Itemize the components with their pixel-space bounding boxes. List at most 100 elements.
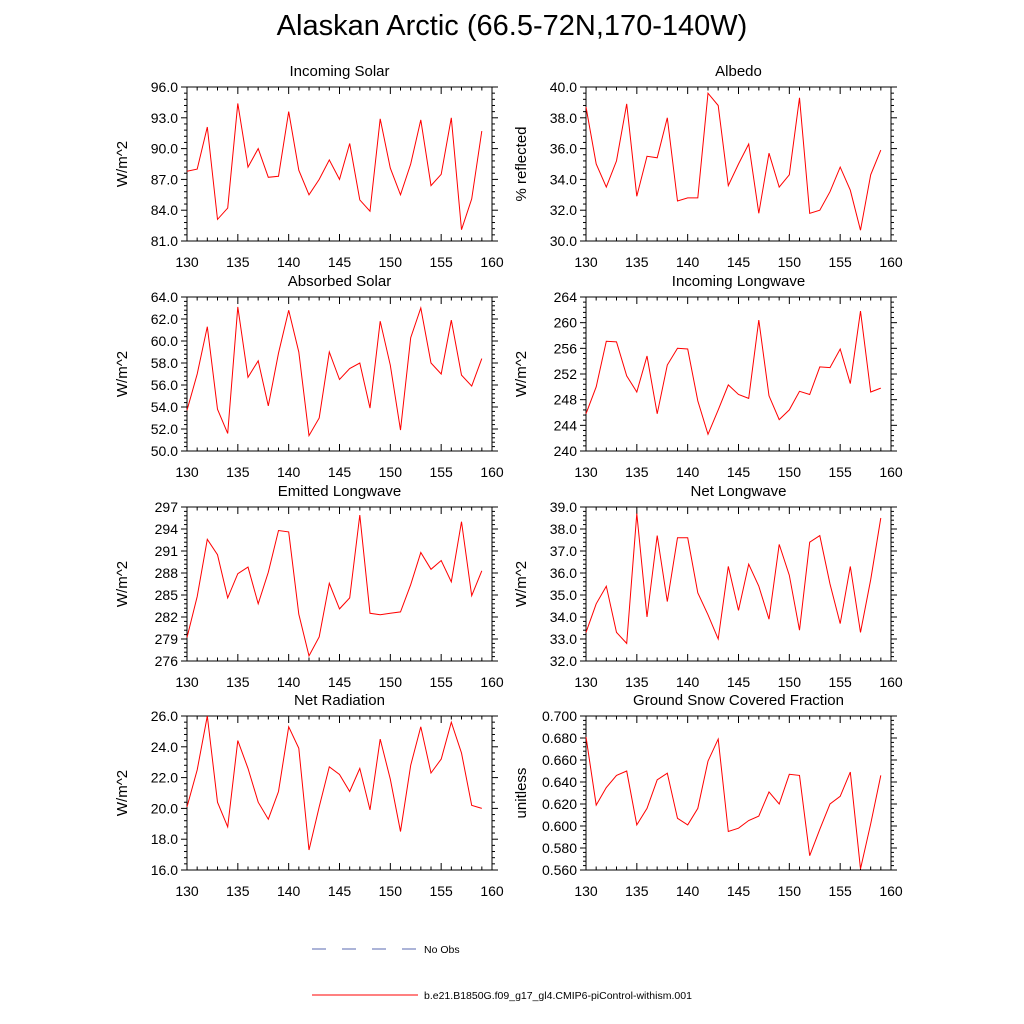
legend-model-label: b.e21.B1850G.f09_g17_gl4.CMIP6-piControl… [424,990,692,1002]
chart-1-ytick-label: 90.0 [151,141,178,157]
chart-7-ylabel: W/m^2 [114,770,131,816]
chart-6-ytick-label: 39.0 [550,499,577,515]
chart-5-series-line [186,515,483,658]
chart-4-xtick-label: 160 [879,464,903,480]
chart-3-ytick-label: 50.0 [151,443,178,459]
chart-5-plot-frame [186,506,493,662]
chart-7-xtick-label: 135 [226,883,250,899]
chart-6-series-line [585,513,882,645]
chart-8-xtick-label: 160 [879,883,903,899]
chart-3-ytick-label: 60.0 [151,333,178,349]
chart-3-xtick-label: 135 [226,464,250,480]
chart-8-series-line [585,736,882,870]
chart-4-ytick-label: 256 [554,340,578,356]
chart-3-series-line [186,306,483,438]
chart-8-xtick-label: 145 [727,883,751,899]
chart-3-ytick-label: 56.0 [151,377,178,393]
chart-2-ytick-label: 32.0 [550,202,577,218]
chart-8-ytick-label: 0.640 [542,774,577,790]
chart-3-ytick-label: 54.0 [151,399,178,415]
chart-8-title: Ground Snow Covered Fraction [633,692,844,709]
chart-7-ytick-label: 26.0 [151,708,178,724]
chart-8-xtick-label: 130 [574,883,598,899]
chart-2-xtick-label: 140 [676,254,700,270]
chart-6-xtick-label: 150 [778,674,802,690]
chart-5-xtick-label: 130 [175,674,199,690]
chart-4-xtick-label: 140 [676,464,700,480]
chart-6-ytick-label: 33.0 [550,631,577,647]
chart-1-xtick-label: 135 [226,254,250,270]
chart-6-xtick-label: 140 [676,674,700,690]
chart-1: Incoming Solar W/m^2 130 135 140 145 150 155 160… [114,63,504,270]
chart-5-ytick-label: 294 [155,521,179,537]
chart-1-xtick-label: 145 [328,254,352,270]
chart-1-xtick-label: 140 [277,254,301,270]
chart-5-ytick-label: 288 [155,565,179,581]
chart-4-xtick-label: 145 [727,464,751,480]
chart-5-xtick-label: 160 [480,674,504,690]
chart-1-series-line [186,103,483,230]
chart-1-title: Incoming Solar [289,63,389,80]
chart-2-xtick-label: 160 [879,254,903,270]
chart-1-ytick-label: 81.0 [151,233,178,249]
chart-6-ytick-label: 38.0 [550,521,577,537]
chart-4-ylabel: W/m^2 [513,351,530,397]
chart-5-ylabel: W/m^2 [114,561,131,607]
chart-1-xtick-label: 160 [480,254,504,270]
chart-8-xtick-label: 155 [828,883,852,899]
chart-2-ylabel: % reflected [513,126,530,201]
chart-7-xtick-label: 145 [328,883,352,899]
chart-6-xtick-label: 160 [879,674,903,690]
chart-7: Net Radiation W/m^2 130 135 140 145 150 155 160 1… [114,692,504,899]
chart-7-ytick-label: 16.0 [151,862,178,878]
chart-2-ytick-label: 30.0 [550,233,577,249]
chart-6-xtick-label: 145 [727,674,751,690]
chart-6-xtick-label: 155 [828,674,852,690]
chart-6-xtick-label: 130 [574,674,598,690]
chart-7-xtick-label: 150 [379,883,403,899]
chart-5-xtick-label: 145 [328,674,352,690]
chart-3-ytick-label: 64.0 [151,289,178,305]
chart-4-xtick-label: 155 [828,464,852,480]
chart-6-ytick-label: 35.0 [550,587,577,603]
chart-2-ytick-label: 36.0 [550,141,577,157]
chart-7-ytick-label: 24.0 [151,739,178,755]
chart-8-xtick-label: 150 [778,883,802,899]
chart-6-ytick-label: 34.0 [550,609,577,625]
chart-3-xtick-label: 160 [480,464,504,480]
chart-7-xtick-label: 160 [480,883,504,899]
chart-2-ytick-label: 40.0 [550,79,577,95]
chart-5-xtick-label: 150 [379,674,403,690]
chart-2-xtick-label: 135 [625,254,649,270]
chart-5-ytick-label: 291 [155,543,179,559]
chart-2-ytick-label: 34.0 [550,171,577,187]
chart-2-ytick-label: 38.0 [550,110,577,126]
chart-8-ylabel: unitless [513,768,530,819]
chart-3-xtick-label: 155 [429,464,453,480]
chart-5-title: Emitted Longwave [278,483,401,500]
chart-7-xtick-label: 140 [277,883,301,899]
chart-3-xtick-label: 145 [328,464,352,480]
chart-5-ytick-label: 279 [155,631,179,647]
chart-8: Ground Snow Covered Fraction unitless 130 1… [513,692,903,899]
chart-8-ytick-label: 0.600 [542,818,577,834]
chart-1-ytick-label: 96.0 [151,79,178,95]
chart-3-ytick-label: 52.0 [151,421,178,437]
chart-6-ytick-label: 36.0 [550,565,577,581]
chart-5-xtick-label: 155 [429,674,453,690]
chart-4-xtick-label: 130 [574,464,598,480]
chart-3-xtick-label: 140 [277,464,301,480]
chart-3-ytick-label: 62.0 [151,311,178,327]
chart-3: Absorbed Solar W/m^2 130 135 140 145 150 155 160… [114,273,504,480]
chart-3-title: Absorbed Solar [288,273,391,290]
legend: No Obs b.e21.B1850G.f09_g17_gl4.CMIP6-pi… [312,944,692,1002]
chart-1-ytick-label: 93.0 [151,110,178,126]
chart-8-ytick-label: 0.560 [542,862,577,878]
chart-8-xtick-label: 140 [676,883,700,899]
chart-8-ytick-label: 0.620 [542,796,577,812]
chart-3-xtick-label: 150 [379,464,403,480]
chart-4-ytick-label: 244 [554,417,578,433]
chart-7-ytick-label: 18.0 [151,831,178,847]
panels-group: Incoming Solar W/m^2 130 135 140 145 150 155 160… [114,63,903,899]
